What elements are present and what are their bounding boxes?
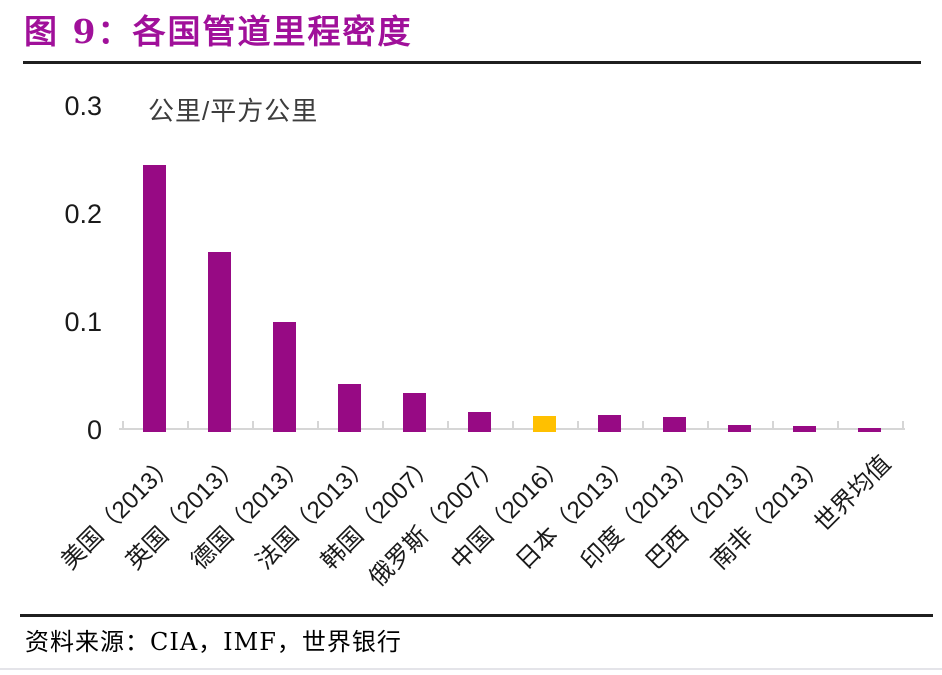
chart-bar-10 bbox=[793, 425, 816, 432]
chart-bar-9 bbox=[728, 424, 751, 432]
chart-bar-11 bbox=[858, 427, 881, 432]
source-note: 资料来源：CIA，IMF，世界银行 bbox=[25, 628, 402, 656]
chart-bar-7 bbox=[598, 414, 621, 432]
chart-bar-3 bbox=[338, 383, 361, 432]
chart-bar-0 bbox=[143, 165, 166, 432]
chart-bar-5 bbox=[468, 411, 491, 432]
page-bottom-rule bbox=[0, 668, 942, 670]
header-divider bbox=[23, 61, 921, 64]
chart-bar-2 bbox=[273, 322, 296, 432]
x-axis-tick bbox=[317, 421, 319, 428]
x-axis-tick bbox=[577, 421, 579, 428]
y-axis-tick-label: 0.1 bbox=[64, 307, 102, 337]
x-axis-tick bbox=[902, 421, 904, 428]
y-axis-tick-label: 0.2 bbox=[64, 199, 102, 229]
y-axis-unit-label: 公里/平方公里 bbox=[148, 96, 319, 126]
x-axis-tick bbox=[252, 421, 254, 428]
x-axis-tick bbox=[447, 421, 449, 428]
source-divider bbox=[20, 614, 933, 617]
x-axis-tick bbox=[187, 421, 189, 428]
y-axis-tick-label: 0.3 bbox=[64, 91, 102, 121]
chart-bar-8 bbox=[663, 417, 686, 432]
chart-bar-highlight bbox=[533, 415, 556, 432]
x-axis-tick bbox=[642, 421, 644, 428]
figure-title: 图 9：各国管道里程密度 bbox=[24, 12, 413, 51]
chart-bar-1 bbox=[208, 251, 231, 432]
x-axis-category-label-text: 世界均值 bbox=[808, 450, 896, 538]
x-axis-tick bbox=[382, 421, 384, 428]
x-axis-tick bbox=[512, 421, 514, 428]
chart-bar-4 bbox=[403, 393, 426, 432]
x-axis-tick bbox=[837, 421, 839, 428]
x-axis-tick bbox=[122, 421, 124, 428]
x-axis-tick bbox=[772, 421, 774, 428]
x-axis-category-label: 世界均值 bbox=[578, 450, 896, 537]
x-axis-tick bbox=[707, 421, 709, 428]
y-axis-tick-label: 0 bbox=[86, 415, 102, 445]
x-axis-line bbox=[119, 428, 905, 430]
